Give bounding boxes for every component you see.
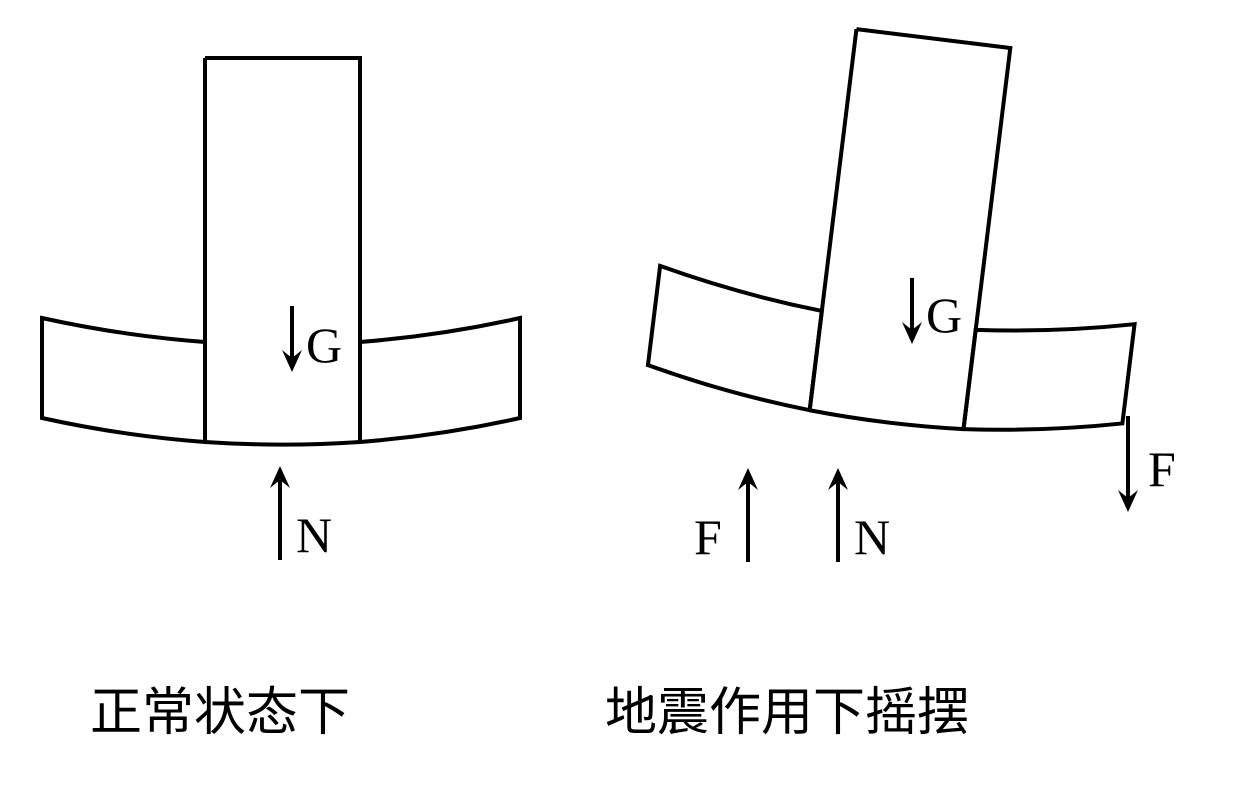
label-F1: F xyxy=(694,509,722,565)
right-column xyxy=(810,29,1011,429)
force-G-right: G xyxy=(902,278,962,344)
left-base-left xyxy=(42,318,205,442)
label-G-left: G xyxy=(306,317,342,373)
figure-left: G N xyxy=(42,58,520,563)
left-base-right xyxy=(360,318,520,442)
force-N-right: N xyxy=(828,468,890,565)
force-F-right-down: F xyxy=(1118,416,1176,512)
diagram-canvas: G N G xyxy=(0,0,1240,794)
force-F-left-up: F xyxy=(694,468,758,565)
label-N-right: N xyxy=(854,509,890,565)
left-column-bottom-arc xyxy=(205,442,360,445)
caption-left: 正常状态下 xyxy=(90,670,350,745)
right-column-bottom-arc xyxy=(809,410,963,431)
label-F2: F xyxy=(1148,441,1176,497)
caption-right: 地震作用下摇摆 xyxy=(605,670,969,745)
left-column xyxy=(205,58,360,442)
force-N-left: N xyxy=(270,466,332,563)
label-N-left: N xyxy=(296,507,332,563)
figure-right xyxy=(645,9,1167,451)
right-base-left xyxy=(645,266,825,410)
right-base-right xyxy=(964,305,1135,448)
force-G-left: G xyxy=(282,306,342,373)
label-G-right: G xyxy=(926,287,962,343)
